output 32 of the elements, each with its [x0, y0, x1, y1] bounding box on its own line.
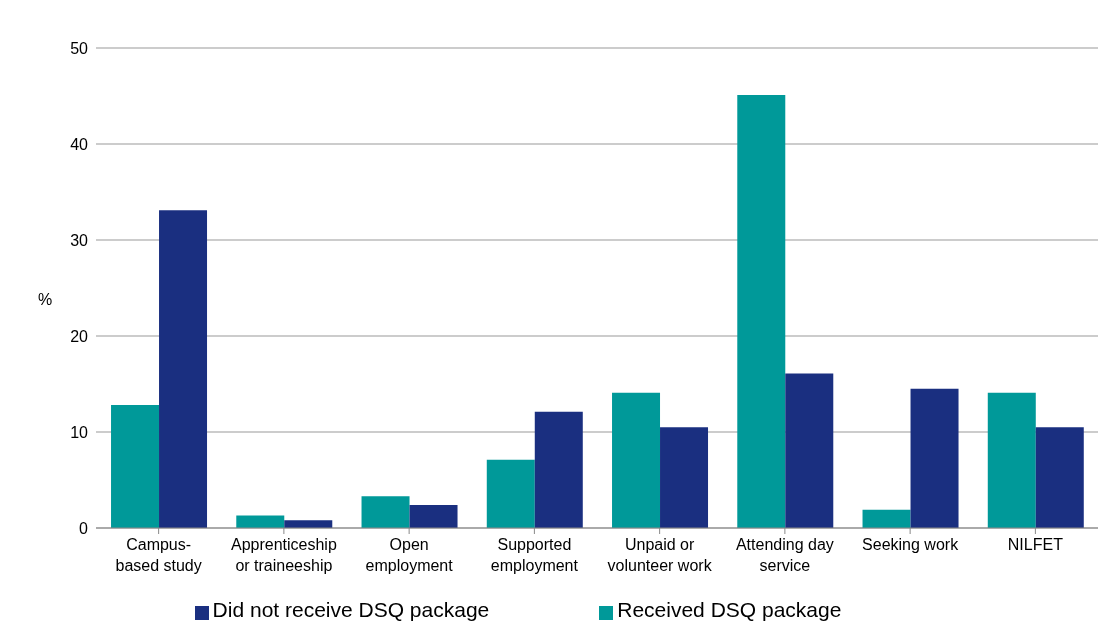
x-tick-label: Attending day service [735, 536, 834, 574]
y-tick-label: 0 [79, 519, 89, 537]
bar [1035, 427, 1084, 528]
bar [534, 411, 583, 528]
legend-label: Did not receive DSQ package [212, 598, 490, 621]
bar [111, 405, 160, 528]
bar [910, 388, 959, 528]
x-tick-label: Open employment [365, 536, 454, 574]
bar [862, 509, 911, 528]
y-tick-label: 10 [70, 423, 89, 441]
bar [987, 392, 1036, 528]
bar [486, 459, 535, 528]
x-tick-label: Supported employment [490, 536, 579, 574]
y-tick-label: 30 [70, 231, 89, 249]
y-tick-label: 20 [70, 327, 89, 345]
bar [737, 95, 786, 528]
bar [409, 504, 458, 528]
bar [361, 496, 410, 528]
bar [612, 392, 661, 528]
x-tick-label: Campus- based study [115, 536, 202, 574]
bar [159, 210, 208, 528]
legend-label: Received DSQ package [617, 598, 842, 621]
bar [660, 427, 709, 528]
y-tick-label: 40 [70, 135, 89, 153]
x-tick-label: NILFET [1007, 536, 1064, 553]
bar [284, 520, 333, 528]
bar [785, 373, 834, 528]
y-axis-title: % [38, 291, 53, 309]
x-tick-label: Seeking work [862, 536, 960, 553]
y-tick-label: 50 [70, 39, 89, 57]
x-tick-label: Apprenticeship or traineeship [230, 536, 337, 574]
x-tick-label: Unpaid or volunteer work [607, 536, 713, 574]
